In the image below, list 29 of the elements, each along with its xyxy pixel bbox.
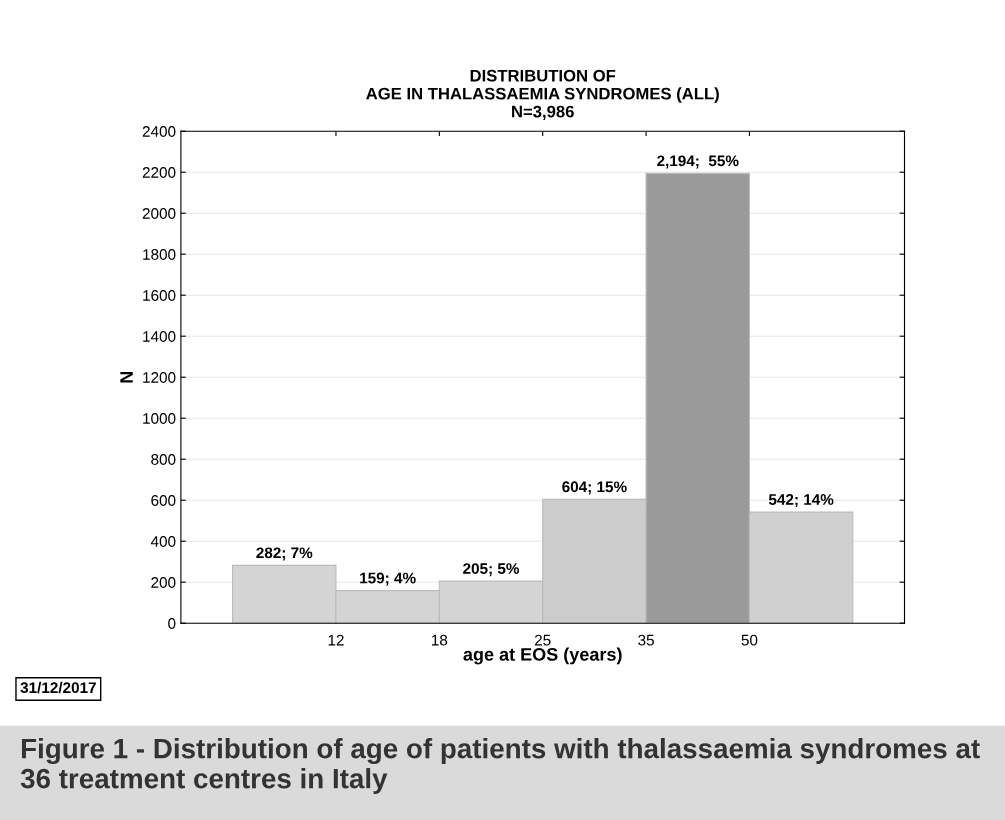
data-label: 159; 4% [360, 572, 416, 586]
y-tick-label: 2400 [142, 126, 176, 137]
y-tick-label: 1200 [143, 372, 176, 383]
y-tick-label: 2200 [142, 167, 176, 178]
data-label: 2,194; 55% [657, 155, 739, 169]
chart-title: DISTRIBUTION OF AGE IN THALASSAEMIA SYNDROMES (ALL) N=3,986 [366, 69, 719, 120]
y-axis-title: N [120, 371, 133, 383]
text: 35 [638, 634, 654, 646]
y-tick-label: 1800 [143, 249, 176, 260]
y-tick-label: 800 [151, 454, 176, 465]
y-tick-label: 2000 [142, 208, 176, 219]
y-tick-label: 1000 [143, 413, 176, 424]
text: 12 [328, 634, 344, 646]
y-tick-label: 200 [151, 577, 176, 588]
y-tick-label: 400 [150, 536, 176, 547]
y-tick-label: 1600 [143, 290, 176, 301]
text: 25 [534, 634, 551, 646]
data-label: 542; 14% [768, 494, 834, 508]
y-tick-label: 1400 [143, 331, 176, 342]
caption: Figure 1 - Distribution of age of patients with thalassaemia syndromes at 36 treatment centres in Italy [20, 738, 980, 794]
text: 50 [741, 634, 758, 646]
data-label: 604; 15% [562, 481, 627, 495]
data-label: 282; 7% [256, 547, 313, 561]
data-label: 205; 5% [463, 563, 520, 577]
y-tick-label: 0 [168, 618, 176, 629]
x-axis-title: age at EOS (years) [463, 647, 622, 665]
text: 31/12/2017 [20, 681, 96, 694]
y-tick-label: 600 [151, 495, 176, 506]
text: 18 [432, 634, 448, 646]
